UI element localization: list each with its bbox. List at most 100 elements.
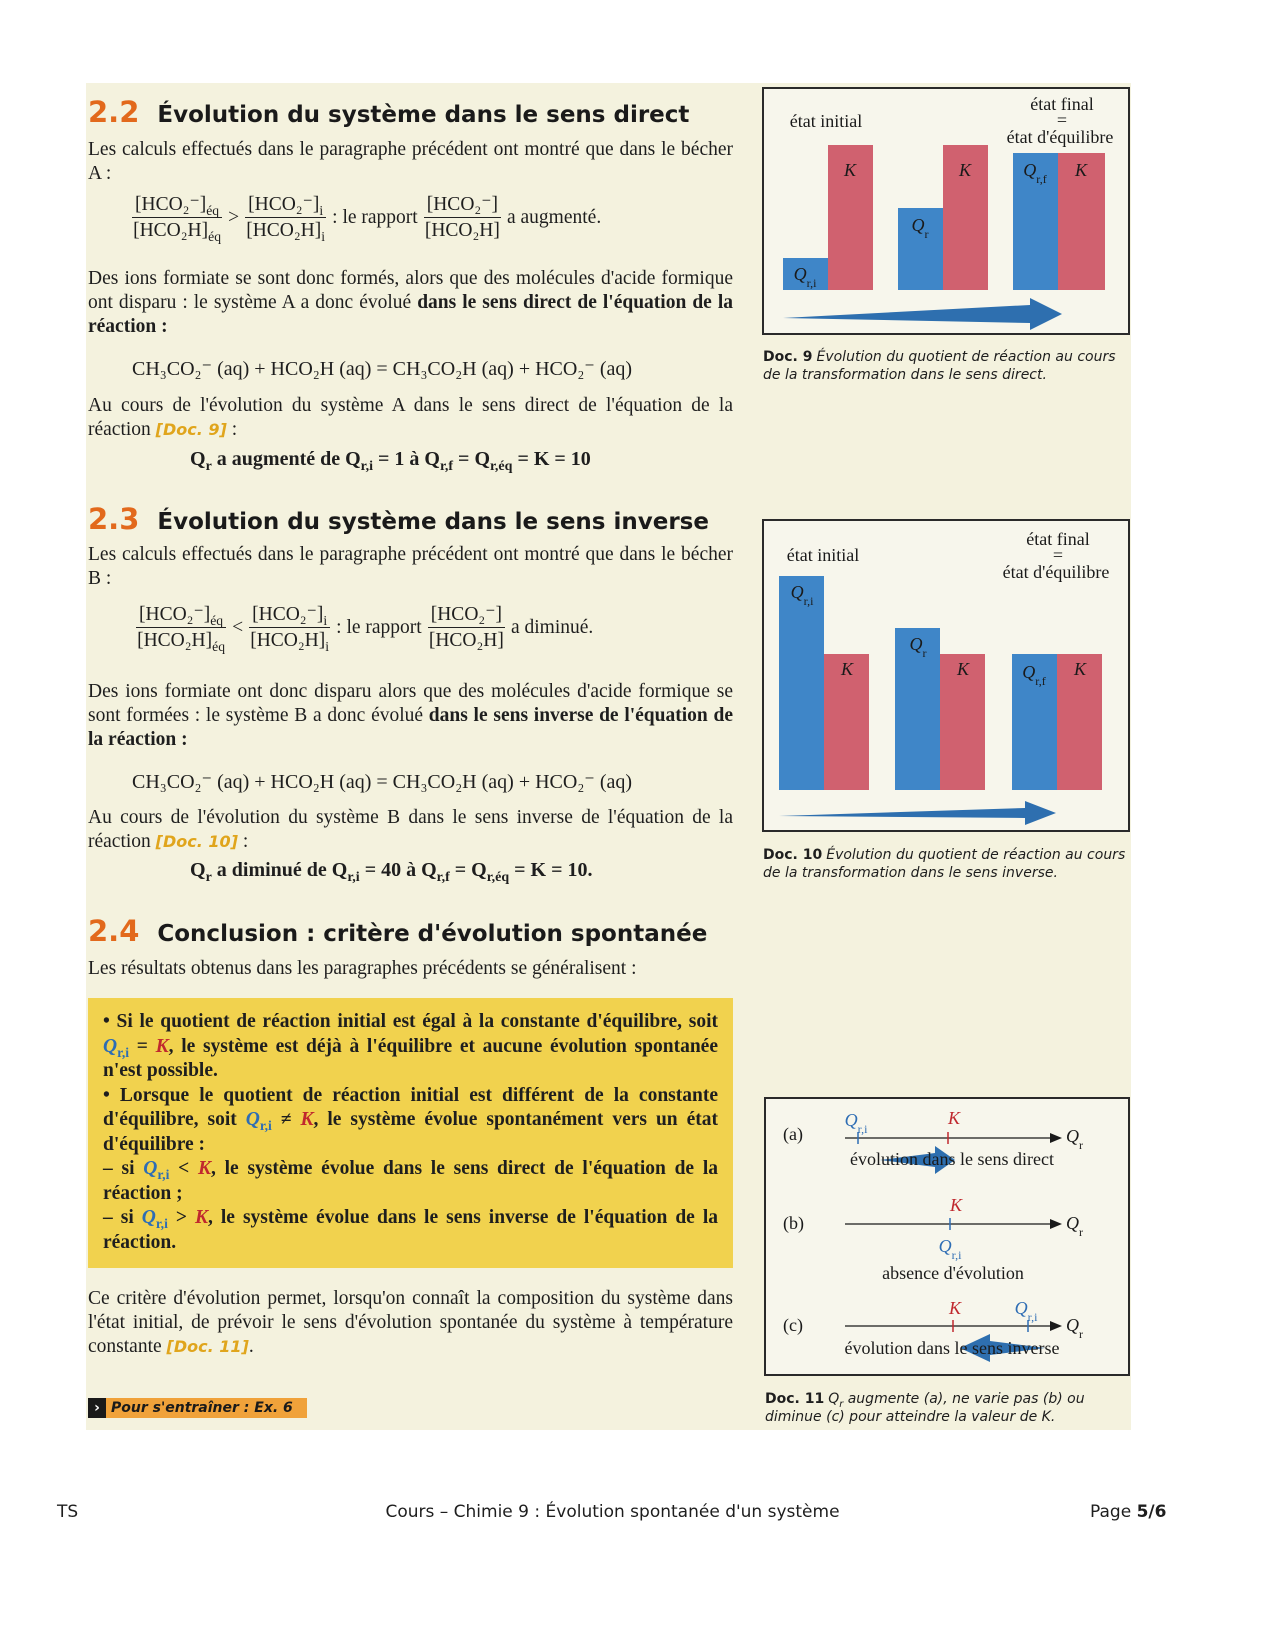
- equation: CH₃CO₂⁻ (aq) + HCO₂H (aq) = CH₃CO₂H (aq)…: [132, 771, 633, 793]
- subscript: r,i: [804, 594, 815, 608]
- bar-q: [895, 628, 940, 790]
- k-label: K: [947, 1108, 961, 1128]
- row-tag: (c): [783, 1315, 803, 1336]
- subscript: r,i: [157, 1166, 170, 1182]
- k-label: K: [949, 1195, 963, 1215]
- emphasis: dans le sens direct de l'équation de la …: [88, 292, 733, 337]
- subscript: r: [925, 227, 929, 241]
- text-run: = K = 10.: [509, 859, 593, 881]
- bar-label: K: [958, 160, 972, 180]
- state-label: état final: [1030, 94, 1093, 114]
- text-run: Q: [1066, 1213, 1079, 1233]
- bar-k: [828, 145, 873, 290]
- subscript: éq: [212, 638, 226, 654]
- exercise-label: Pour s'entraîner : Ex. 6: [111, 1400, 293, 1416]
- bar-label: K: [956, 659, 970, 679]
- row-c: (c) Qr K Qr,i évolution dans le sens inv…: [783, 1298, 1083, 1362]
- caption: Doc. 9 Évolution du quotient de réaction …: [763, 348, 1128, 384]
- result: Qr a augmenté de Qr,i = 1 à Qr,f = Qr,éq…: [190, 448, 591, 474]
- text-run: [HCO₂⁻]: [430, 604, 502, 625]
- chevron-icon: ›: [88, 1398, 106, 1418]
- text: Au cours de l'évolution du système B dan…: [88, 807, 733, 852]
- subscript: r: [1079, 1225, 1083, 1239]
- text-run: • Lorsque le quotient de réaction initia…: [103, 1084, 718, 1131]
- axis-arrowhead: [1050, 1321, 1062, 1331]
- row-text: évolution dans le sens inverse: [845, 1338, 1060, 1358]
- bar-q: [1012, 654, 1057, 790]
- text-run: [HCO₂H]: [424, 220, 500, 241]
- ratio-inequality: [HCO₂⁻]éq [HCO₂H]éq < [HCO₂⁻]i [HCO₂H]i : …: [136, 602, 593, 653]
- k-label: K: [948, 1298, 962, 1318]
- text-run: [HCO₂H]: [428, 630, 504, 651]
- row-tag: (a): [783, 1124, 803, 1145]
- text-run: ≠: [271, 1109, 301, 1130]
- section-title: Évolution du système dans le sens direct: [157, 102, 690, 128]
- caption: Doc. 11 Qr augmente (a), ne varie pas (b)…: [765, 1390, 1130, 1426]
- caption-text: Qr augmente (a), ne varie pas (b) ou dim…: [765, 1391, 1085, 1425]
- text-run: <: [169, 1158, 198, 1179]
- caption-ref: Doc. 10: [763, 847, 823, 863]
- text-run: Q: [1066, 1126, 1079, 1146]
- denominator: [HCO₂H]éq: [132, 218, 222, 243]
- numerator: [HCO₂⁻]i: [245, 192, 327, 218]
- numerator: [HCO₂⁻]: [423, 192, 501, 218]
- text: a diminué.: [510, 616, 594, 638]
- axis-label: Qr: [1066, 1315, 1083, 1341]
- subscript: r,i: [259, 1117, 272, 1133]
- text: : le rapport: [336, 616, 422, 638]
- subscript: r,i: [952, 1248, 963, 1262]
- text-run: [HCO₂⁻]: [139, 604, 211, 625]
- text-run: [HCO₂⁻]: [248, 194, 320, 215]
- text-run: =: [129, 1035, 156, 1057]
- operator: <: [232, 616, 244, 638]
- bar-label: Qr,i: [794, 264, 818, 290]
- subscript: r,éq: [490, 459, 513, 474]
- text-run: Q: [1015, 1298, 1028, 1318]
- caption-ref: Doc. 9: [763, 349, 813, 365]
- subscript: r,i: [1028, 1310, 1039, 1324]
- axis-label: Qr: [1066, 1213, 1083, 1239]
- page-number: 5/6: [1136, 1502, 1167, 1522]
- subscript: éq: [208, 228, 222, 244]
- bar-label: Qr,i: [791, 582, 815, 608]
- denominator: [HCO₂H]éq: [136, 628, 226, 653]
- text-run: , le système évolue dans le sens direct …: [103, 1158, 719, 1204]
- paragraph: Au cours de l'évolution du système B dan…: [88, 806, 733, 854]
- section-title: Conclusion : critère d'évolution spontan…: [157, 921, 708, 947]
- emphasis: dans le sens inverse de l'équation de la…: [88, 705, 733, 750]
- subscript: r,éq: [486, 870, 510, 885]
- text-run: , le système est déjà à l'équilibre et a…: [103, 1035, 718, 1082]
- bar-k: [824, 654, 869, 790]
- text-run: a augmenté de Q: [211, 448, 361, 470]
- state-label: état final: [1026, 529, 1089, 549]
- equals-sign: =: [1053, 545, 1063, 565]
- subscript: r,i: [155, 1215, 168, 1231]
- subscript: r: [1079, 1327, 1083, 1341]
- fraction: [HCO₂⁻] [HCO₂H]: [423, 192, 501, 243]
- footer-page: Page 5/6: [1090, 1502, 1166, 1522]
- direction-arrow: [960, 1334, 1045, 1362]
- rule: • Si le quotient de réaction initial est…: [103, 1010, 718, 1084]
- doc11-frame: [764, 1097, 1130, 1376]
- subscript: r: [205, 459, 212, 474]
- text: : le rapport: [332, 206, 418, 228]
- text-run: Q: [794, 264, 807, 284]
- subscript: r,i: [117, 1044, 130, 1060]
- text-run: , le système évolue spontanément vers un…: [103, 1109, 718, 1155]
- bar-label: K: [1073, 659, 1087, 679]
- q-label: Qr,i: [939, 1236, 963, 1262]
- subscript: r,i: [360, 459, 373, 474]
- direction-arrow: [783, 298, 1062, 330]
- text: a augmenté.: [506, 206, 602, 228]
- paragraph: Des ions formiate ont donc disparu alors…: [88, 680, 733, 752]
- denominator: [HCO₂H]i: [245, 218, 326, 243]
- fraction: [HCO₂⁻]i [HCO₂H]i: [245, 192, 327, 243]
- paragraph: Des ions formiate se sont donc formés, a…: [88, 267, 733, 339]
- result: Qr a diminué de Qr,i = 40 à Qr,f = Qr,éq…: [190, 859, 593, 885]
- subscript: r,i: [807, 276, 818, 290]
- text-run: Q: [143, 1158, 158, 1179]
- bar-label: K: [843, 160, 857, 180]
- text: Des ions formiate se sont donc formés, a…: [88, 268, 733, 313]
